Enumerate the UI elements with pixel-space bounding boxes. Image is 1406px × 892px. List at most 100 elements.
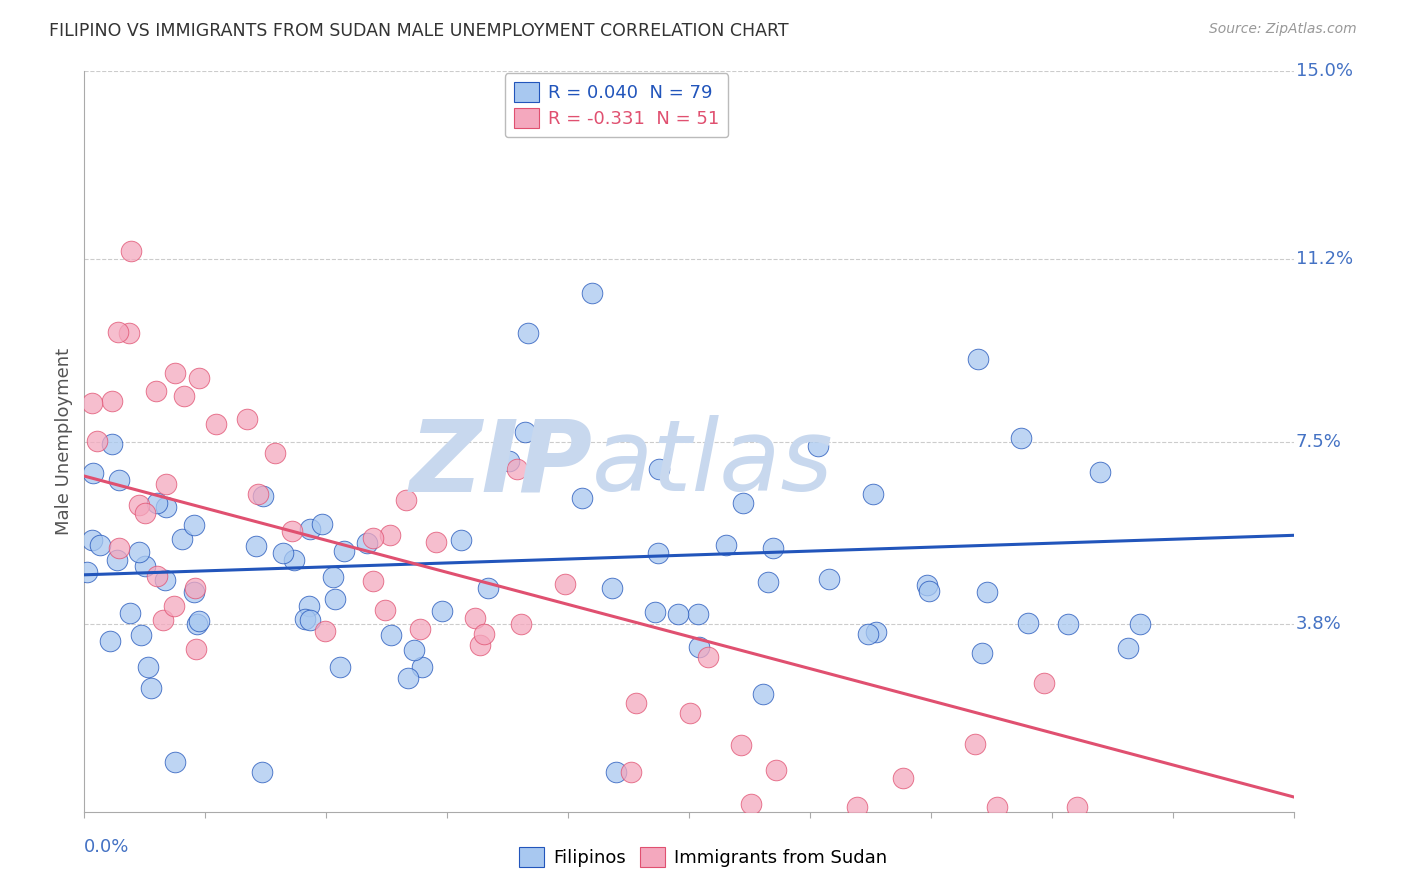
Point [165,366,187,380]
Point [155,573,177,587]
Point [986,799,1008,814]
Point [404,642,426,657]
Point [648,462,671,476]
Point [184,581,207,595]
Point [688,607,710,621]
Point [311,516,333,531]
Point [329,659,352,673]
Point [89,538,111,552]
Point [858,627,880,641]
Point [965,737,987,751]
Point [108,541,131,556]
Point [361,574,384,589]
Point [450,533,472,547]
Point [1017,615,1039,630]
Point [356,536,378,550]
Point [666,607,689,622]
Point [697,649,720,664]
Point [506,462,529,476]
Point [751,687,773,701]
Point [322,570,344,584]
Point [128,545,150,559]
Point [430,604,453,618]
Point [271,546,294,560]
Point [862,487,884,501]
Point [363,531,385,545]
Point [730,738,752,752]
Point [298,613,321,627]
Point [120,244,142,259]
Point [600,582,623,596]
Point [155,476,177,491]
Point [145,384,167,398]
Point [374,603,396,617]
Point [510,616,533,631]
Point [247,486,270,500]
Point [765,764,787,778]
Point [1032,676,1054,690]
Point [1056,617,1078,632]
Point [80,395,103,409]
Point [332,544,354,558]
Point [86,434,108,449]
Point [917,578,939,592]
Point [250,765,273,780]
Point [647,546,669,560]
Point [425,535,447,549]
Point [263,445,285,459]
Point [136,660,159,674]
Point [380,628,402,642]
Point [252,489,274,503]
Legend: Filipinos, Immigrants from Sudan: Filipinos, Immigrants from Sudan [512,839,894,874]
Point [395,492,418,507]
Point [323,592,346,607]
Point [1088,465,1111,479]
Point [134,559,156,574]
Text: ZIP: ZIP [409,416,592,512]
Point [283,553,305,567]
Text: FILIPINO VS IMMIGRANTS FROM SUDAN MALE UNEMPLOYMENT CORRELATION CHART: FILIPINO VS IMMIGRANTS FROM SUDAN MALE U… [49,22,789,40]
Point [620,764,643,779]
Text: 7.5%: 7.5% [1296,433,1341,450]
Point [101,394,124,409]
Point [396,672,419,686]
Point [128,498,150,512]
Point [98,634,121,648]
Text: Source: ZipAtlas.com: Source: ZipAtlas.com [1209,22,1357,37]
Text: atlas: atlas [592,416,834,512]
Text: 3.8%: 3.8% [1296,615,1341,633]
Point [183,517,205,532]
Point [108,473,131,487]
Point [581,286,603,301]
Point [205,417,228,431]
Text: 15.0%: 15.0% [1296,62,1353,80]
Point [187,371,209,385]
Point [186,617,208,632]
Point [173,389,195,403]
Point [314,624,336,638]
Point [626,696,648,710]
Point [554,576,576,591]
Point [411,660,433,674]
Point [82,467,104,481]
Point [183,585,205,599]
Point [516,326,538,340]
Point [976,585,998,599]
Point [76,565,98,579]
Point [966,351,988,366]
Point [297,599,319,613]
Point [970,646,993,660]
Point [644,605,666,619]
Point [477,581,499,595]
Point [294,612,316,626]
Point [679,706,702,721]
Point [299,522,322,536]
Point [82,533,104,548]
Point [513,425,536,440]
Point [733,496,755,510]
Point [101,437,124,451]
Point [120,607,142,621]
Point [468,638,491,652]
Point [498,454,520,468]
Point [716,539,738,553]
